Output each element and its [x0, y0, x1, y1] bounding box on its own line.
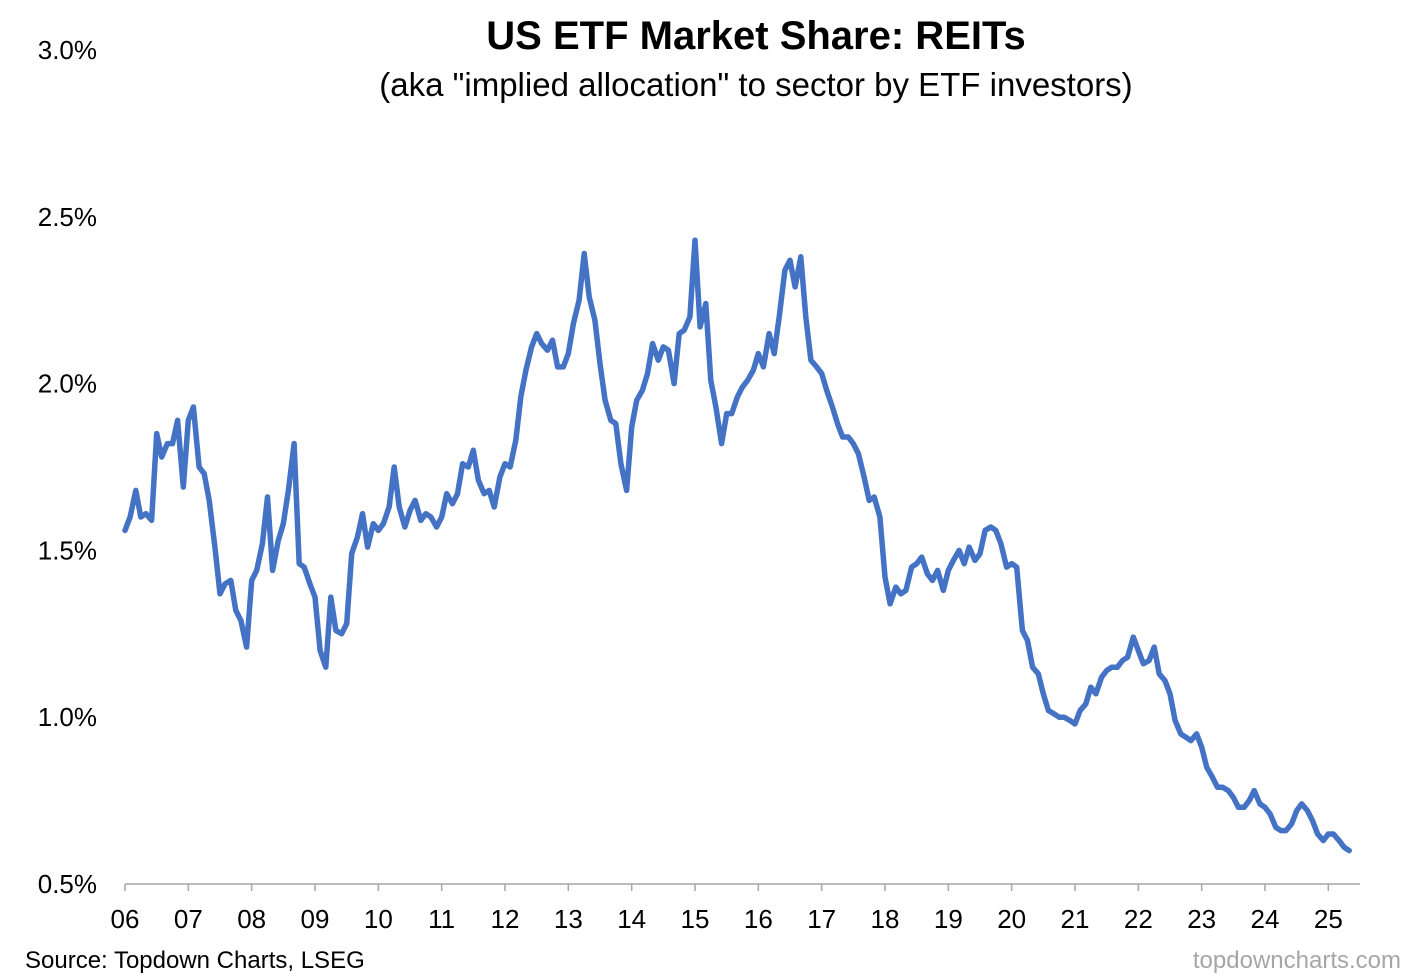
x-tick-label: 10 [364, 904, 393, 934]
watermark: topdowncharts.com [1193, 947, 1401, 974]
y-axis-labels: 0.5% 1.0% 1.5% 2.0% 2.5% 3.0% [38, 35, 97, 899]
source-note: Source: Topdown Charts, LSEG [25, 947, 365, 974]
chart-title: US ETF Market Share: REITs [486, 14, 1025, 58]
x-tick-label: 07 [174, 904, 203, 934]
x-tick-label: 11 [428, 904, 455, 934]
x-tick-label: 16 [744, 904, 773, 934]
x-tick-label: 19 [934, 904, 963, 934]
x-tick-label: 06 [111, 904, 140, 934]
x-axis: 06 07 08 09 10 11 12 13 14 15 16 17 18 19 20 21 22 23 24 25 [111, 883, 1360, 934]
series-layer [122, 237, 1352, 854]
x-tick-label: 14 [617, 904, 646, 934]
y-tick-label: 3.0% [38, 35, 97, 65]
x-tick-label: 08 [237, 904, 266, 934]
x-tick-label: 12 [491, 904, 520, 934]
series-line-reits [122, 237, 1352, 854]
x-tick-label: 20 [997, 904, 1026, 934]
chart-subtitle: (aka "implied allocation" to sector by E… [379, 66, 1132, 103]
x-tick-label: 23 [1187, 904, 1216, 934]
x-tick-label: 24 [1251, 904, 1280, 934]
y-tick-label: 2.5% [38, 202, 97, 232]
x-tick-label: 21 [1061, 904, 1090, 934]
x-tick-label: 09 [301, 904, 330, 934]
y-tick-label: 1.0% [38, 702, 97, 732]
y-tick-label: 0.5% [38, 869, 97, 899]
y-tick-label: 1.5% [38, 535, 97, 565]
x-tick-label: 18 [871, 904, 900, 934]
x-tick-label: 17 [807, 904, 836, 934]
x-tick-label: 22 [1124, 904, 1153, 934]
x-tick-label: 25 [1314, 904, 1343, 934]
y-tick-label: 2.0% [38, 369, 97, 399]
x-tick-label: 15 [681, 904, 710, 934]
x-tick-label: 13 [554, 904, 583, 934]
